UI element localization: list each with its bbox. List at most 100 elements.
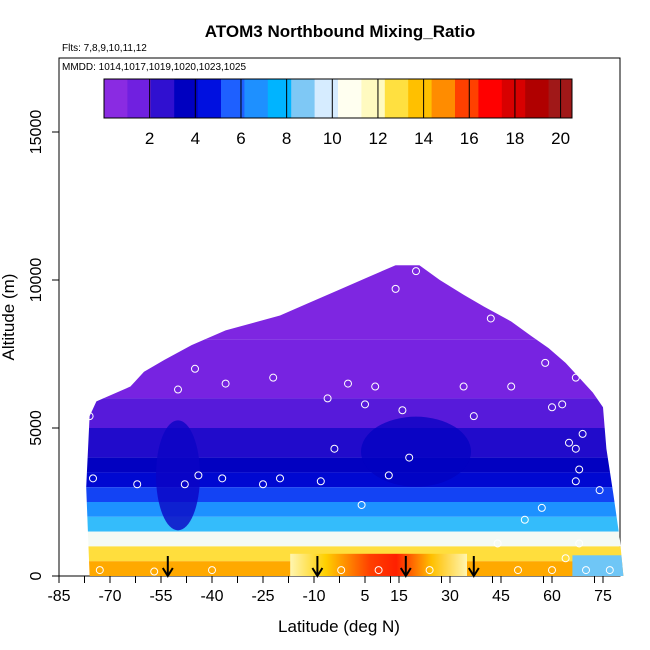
observation-point <box>554 341 563 350</box>
observation-point <box>571 477 580 486</box>
x-tick-label: 5 <box>361 588 370 605</box>
colorbar-swatch <box>244 79 269 118</box>
heatmap-core <box>361 416 471 487</box>
observation-point <box>361 400 369 409</box>
observation-point <box>412 267 420 276</box>
observation-point <box>316 477 325 486</box>
observation-point <box>507 382 516 391</box>
observation-point <box>374 566 383 575</box>
y-axis-label: Altitude (m) <box>0 274 18 361</box>
x-tick-label: -25 <box>251 588 274 605</box>
observation-point <box>194 471 203 480</box>
x-tick-label: 60 <box>543 588 561 605</box>
x-tick-label: 75 <box>594 588 612 605</box>
y-tick-label: 5000 <box>28 410 45 446</box>
observation-points <box>85 267 614 576</box>
x-axis: -85 -70 -55 -40 -25 -10 5 15 30 45 60 75 <box>47 576 612 605</box>
colorbar-swatch <box>197 79 222 118</box>
observation-point <box>269 373 278 382</box>
observation-point <box>89 474 97 483</box>
colorbar-tick-label: 16 <box>460 129 479 148</box>
heatmap-band <box>86 487 624 502</box>
heatmap-band <box>86 265 624 340</box>
colorbar-tick-label: 4 <box>191 129 200 148</box>
observation-point <box>259 480 267 489</box>
x-tick-label: 15 <box>390 588 408 605</box>
x-tick-label: -55 <box>149 588 172 605</box>
observation-point <box>548 403 556 412</box>
observation-point <box>405 453 414 462</box>
colorbar-swatch <box>104 79 128 118</box>
heatmap-band <box>86 516 624 532</box>
x-tick-label: 30 <box>441 588 459 605</box>
observation-point <box>191 364 199 373</box>
observation-point <box>357 500 366 509</box>
observation-point <box>575 465 584 474</box>
observation-point <box>541 358 550 367</box>
x-tick-label: -70 <box>98 588 121 605</box>
colorbar-swatch <box>174 79 199 118</box>
colorbar-tick-label: 12 <box>368 129 387 148</box>
observation-point <box>571 444 580 453</box>
observation-point <box>605 566 614 575</box>
colorbar-tick-label: 20 <box>551 129 570 148</box>
observation-point <box>323 394 332 403</box>
heatmap-max-region <box>290 553 467 576</box>
heatmap-band <box>86 531 624 547</box>
observation-point <box>514 566 522 575</box>
x-tick-label: -10 <box>302 588 325 605</box>
observation-point <box>537 503 546 512</box>
colorbar-swatch <box>431 79 456 118</box>
observation-point <box>85 412 94 421</box>
observation-point <box>486 314 495 323</box>
observation-point <box>469 412 478 421</box>
colorbar-swatch <box>267 79 292 118</box>
observation-point <box>558 400 567 409</box>
heatmap-band <box>86 457 624 473</box>
observation-point <box>218 474 227 483</box>
observation-point <box>344 379 352 388</box>
observation-point <box>391 284 400 293</box>
heatmap-band <box>86 398 624 428</box>
heatmap-band <box>86 472 624 488</box>
observation-point <box>208 566 216 575</box>
colorbar-swatch <box>314 79 339 118</box>
observation-point <box>221 379 230 388</box>
heatmap-band <box>86 339 624 399</box>
arrow-marker <box>161 556 174 578</box>
y-axis: 0 5000 10000 15000 <box>28 110 59 580</box>
observation-point <box>459 382 468 391</box>
y-tick-label: 15000 <box>28 110 45 155</box>
colorbar-swatch <box>384 79 409 118</box>
observation-point <box>150 567 159 576</box>
x-tick-label: 45 <box>492 588 510 605</box>
observation-point <box>398 406 407 415</box>
colorbar-swatch <box>501 79 526 118</box>
colorbar-tick-label: 6 <box>236 129 245 148</box>
arrow-marker <box>399 556 412 578</box>
colorbar-swatch <box>455 79 479 118</box>
x-tick-label: -85 <box>47 588 70 605</box>
observation-point <box>493 539 502 548</box>
arrow-marker <box>467 556 480 578</box>
observation-point <box>330 444 339 453</box>
heatmap-core <box>156 420 200 531</box>
colorbar: 2 4 6 8 10 12 14 16 18 20 <box>103 78 573 148</box>
colorbar-swatch <box>361 79 386 118</box>
observation-point <box>95 566 104 575</box>
observation-point <box>133 480 142 489</box>
observation-point <box>565 438 573 447</box>
colorbar-swatch <box>408 79 433 118</box>
chart-title: ATOM3 Northbound Mixing_Ratio <box>205 22 475 41</box>
colorbar-tick-label: 8 <box>282 129 291 148</box>
colorbar-tick-label: 10 <box>323 129 342 148</box>
observation-point <box>588 376 597 385</box>
observation-point <box>582 566 590 575</box>
observation-point <box>337 566 346 575</box>
subtitle-dates: MMDD: 1014,1017,1019,1020,1023,1025 <box>62 62 246 73</box>
colorbar-tick-label: 14 <box>414 129 433 148</box>
observation-point <box>371 382 380 391</box>
colorbar-swatch <box>525 79 550 118</box>
colorbar-swatch <box>221 79 245 118</box>
